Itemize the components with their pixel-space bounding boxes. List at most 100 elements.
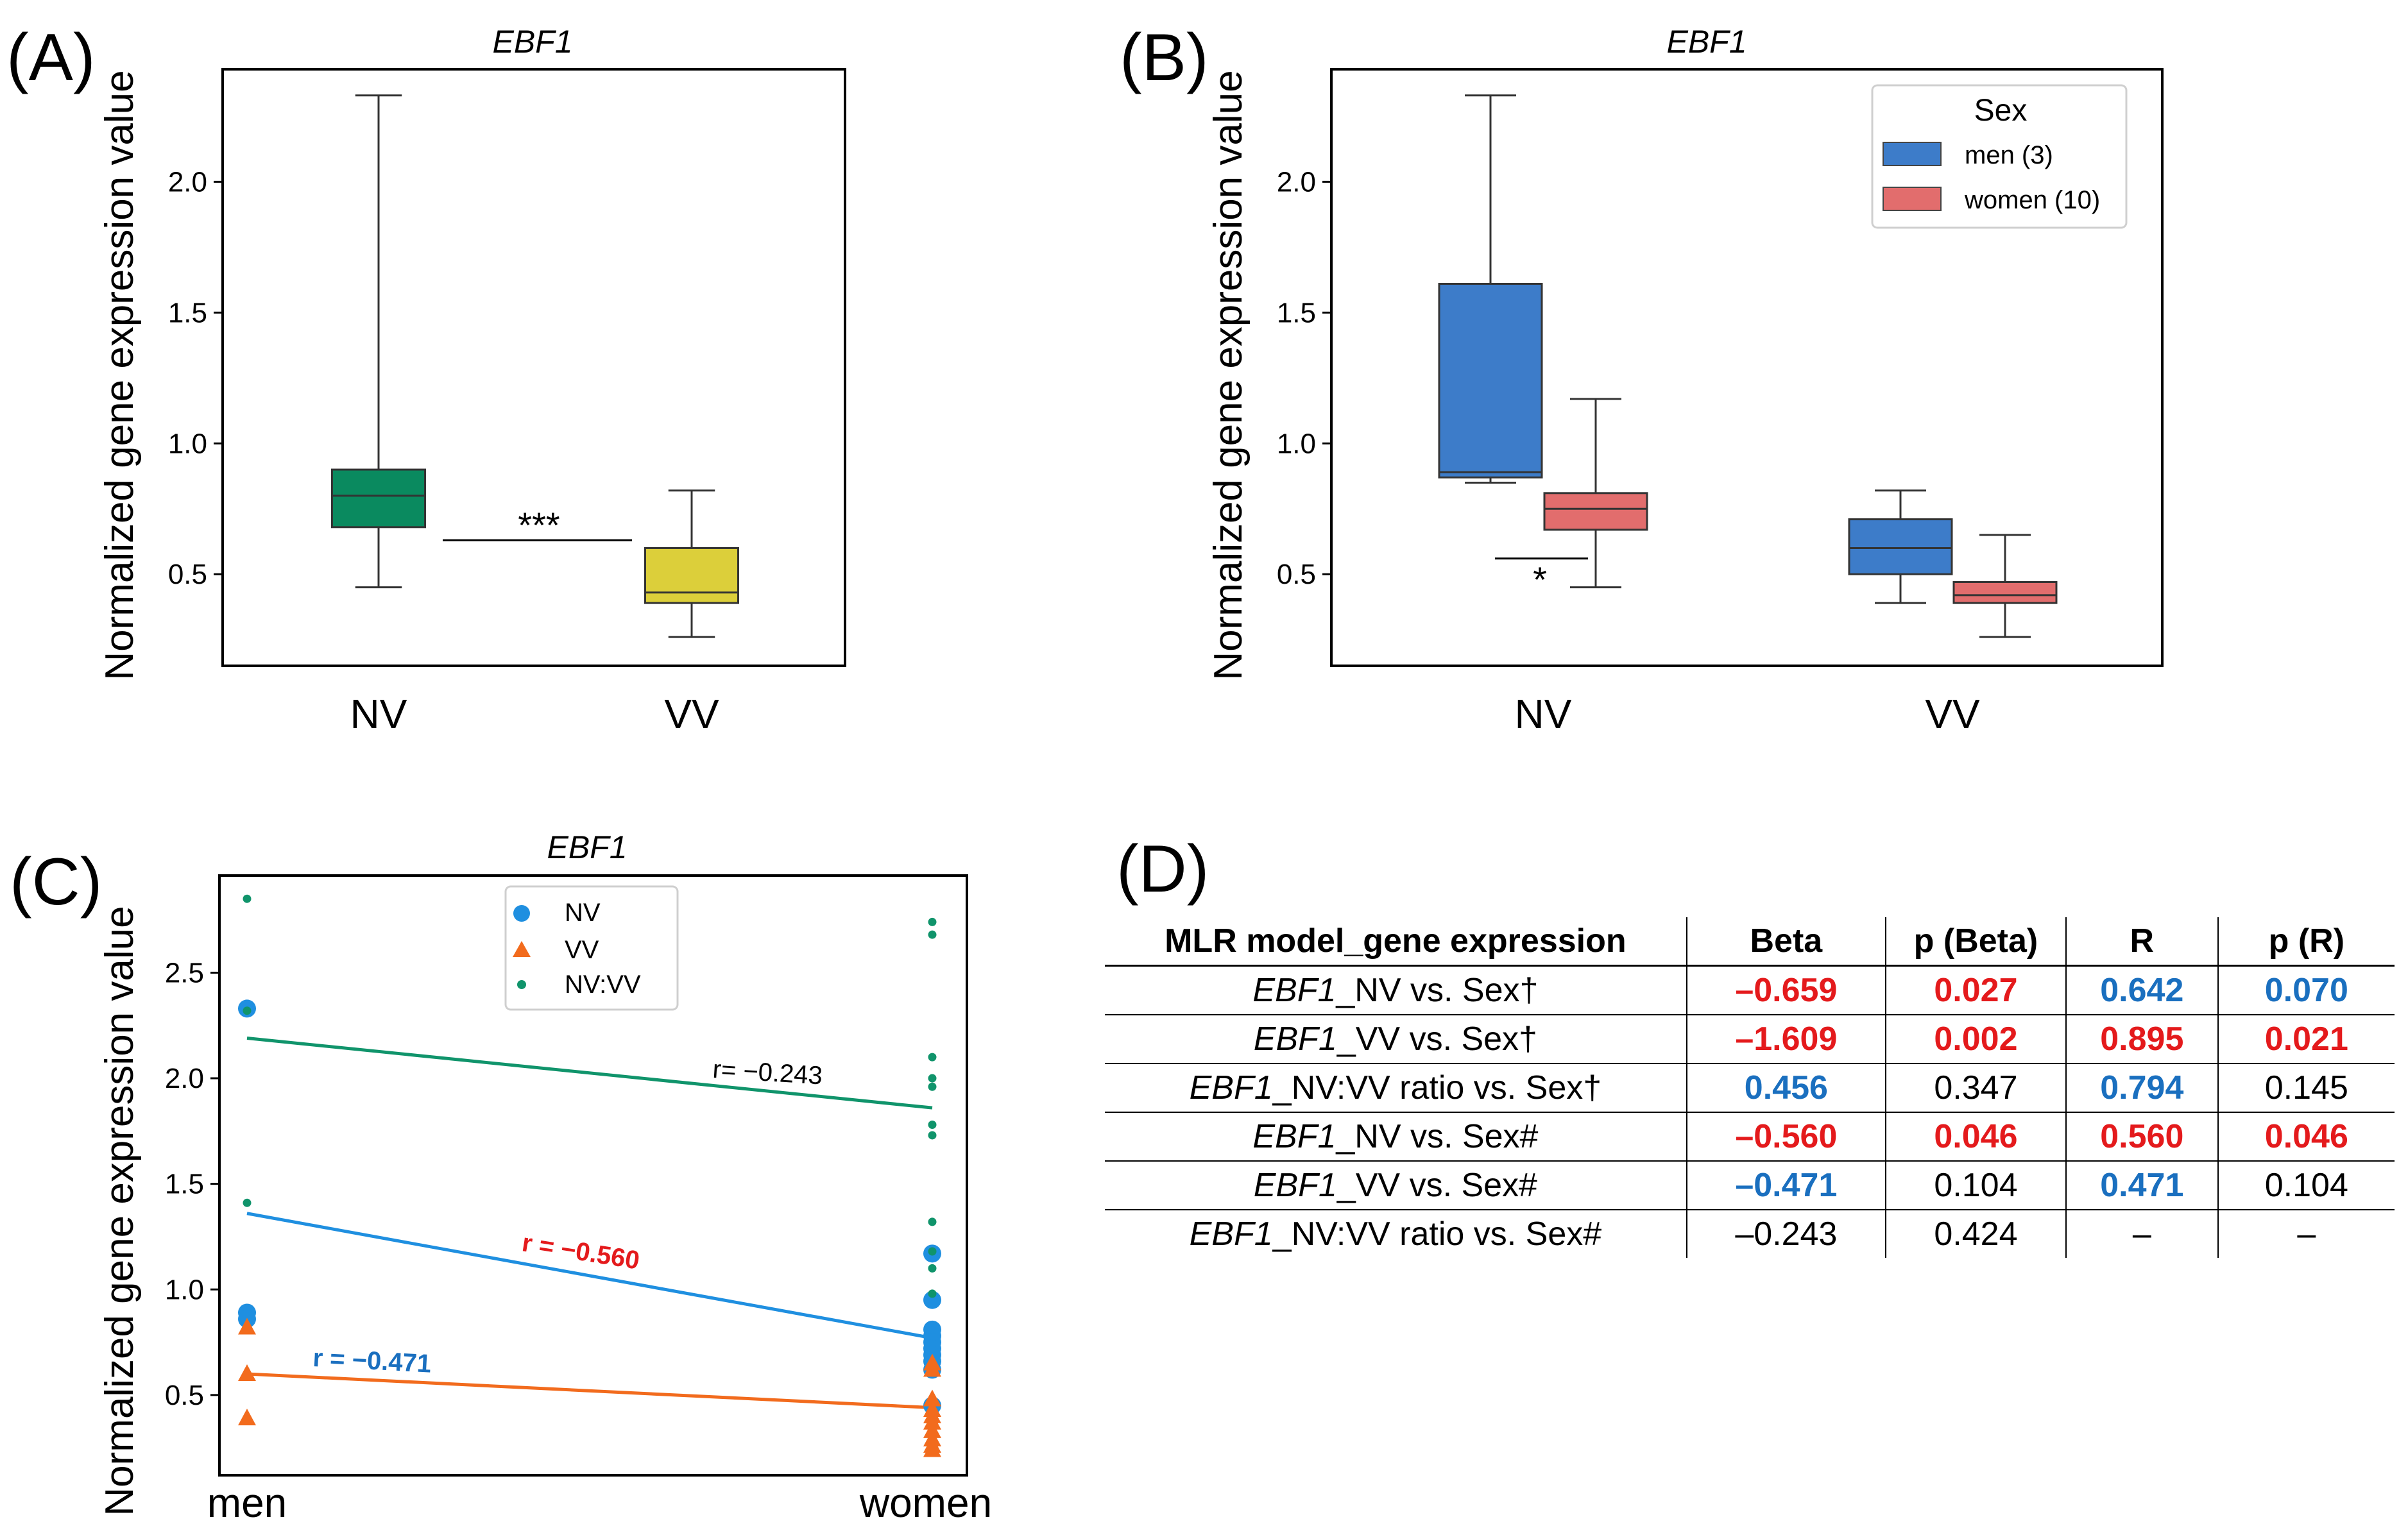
table-header-row: MLR model_gene expression Beta p (Beta) … xyxy=(1105,917,2395,967)
gene-name: EBF1 xyxy=(1253,1021,1337,1058)
r-cell: 0.794 xyxy=(2065,1063,2219,1113)
box-b-vv-men-iqr-box xyxy=(1848,518,1953,575)
panel-a-y-tick-label: 2.0 xyxy=(168,166,207,198)
panel-b-frame xyxy=(1330,68,2164,667)
header-p-r: p (R) xyxy=(2217,917,2395,967)
point-vv-men xyxy=(238,1409,256,1426)
legend-marker-ratio xyxy=(517,980,526,989)
header-model: MLR model_gene expression xyxy=(1105,917,1687,967)
point-vv-women xyxy=(923,1360,941,1377)
gene-name: EBF1 xyxy=(1189,1069,1273,1106)
model-label: _NV:VV ratio vs. Sex# xyxy=(1272,1215,1602,1253)
point-ratio-women xyxy=(928,1131,937,1140)
panel-a-y-tick-label: 1.5 xyxy=(168,297,207,328)
point-vv-women xyxy=(923,1440,941,1457)
p-r-cell: 0.070 xyxy=(2217,965,2395,1015)
beta-cell: –1.609 xyxy=(1686,1015,1886,1064)
beta-cell: –0.659 xyxy=(1686,965,1886,1015)
model-cell: EBF1_VV vs. Sex# xyxy=(1105,1161,1687,1210)
model-label: _VV vs. Sex# xyxy=(1336,1167,1537,1204)
point-ratio-women xyxy=(928,1053,937,1062)
p-beta-cell: 0.046 xyxy=(1885,1112,2067,1162)
r-cell: – xyxy=(2065,1210,2219,1258)
legend-label-vv: VV xyxy=(565,936,599,964)
table-row: EBF1_NV:VV ratio vs. Sex† 0.456 0.347 0.794… xyxy=(1105,1063,2395,1113)
p-beta-cell: 0.104 xyxy=(1885,1161,2067,1210)
panel-label-c: (C) xyxy=(10,845,102,919)
point-ratio-men xyxy=(243,1198,252,1207)
p-beta-cell: 0.002 xyxy=(1885,1015,2067,1064)
r-label-vv: r = −0.471 xyxy=(312,1344,432,1378)
r-label-nv: r = −0.560 xyxy=(520,1228,642,1275)
r-cell: 0.560 xyxy=(2065,1112,2219,1162)
panel-label-a: (A) xyxy=(6,21,96,95)
panel-c-frame xyxy=(218,874,968,1477)
panel-label-b: (B) xyxy=(1120,21,1209,95)
point-ratio-men xyxy=(243,894,252,903)
model-cell: EBF1_NV vs. Sex† xyxy=(1105,965,1687,1015)
point-ratio-women xyxy=(928,1120,937,1129)
box-a-vv-iqr-box xyxy=(644,546,739,604)
point-ratio-women xyxy=(928,1247,937,1256)
box-b-vv-men xyxy=(1848,489,1953,604)
model-label: _NV vs. Sex# xyxy=(1336,1118,1539,1155)
model-cell: EBF1_NV:VV ratio vs. Sex# xyxy=(1105,1210,1687,1258)
box-a-nv-iqr-box xyxy=(331,468,426,529)
fit-line-nv xyxy=(246,1212,933,1340)
r-cell: 0.471 xyxy=(2065,1161,2219,1210)
point-ratio-women xyxy=(928,1264,937,1273)
model-label: _NV vs. Sex† xyxy=(1336,972,1539,1009)
panel-a-x-tick-vv: VV xyxy=(664,691,719,737)
panel-a-x-tick-nv: NV xyxy=(350,691,407,737)
legend-swatch-women xyxy=(1883,187,1942,211)
panel-c-y-tick-label: 1.0 xyxy=(165,1274,204,1305)
legend-frame xyxy=(504,885,679,1011)
point-ratio-women xyxy=(928,917,937,926)
point-ratio-women xyxy=(928,930,937,939)
p-r-cell: – xyxy=(2297,1215,2316,1253)
box-b-nv-women xyxy=(1543,398,1648,589)
panel-c-y-tick-label: 0.5 xyxy=(165,1380,204,1411)
point-ratio-women xyxy=(928,1074,937,1083)
panel-a-y-axis-label: Normalized gene expression value xyxy=(98,70,142,680)
legend-label-women: women (10) xyxy=(1964,186,2100,214)
box-b-vv-women-iqr-box xyxy=(1952,580,2058,604)
panel-label-d: (D) xyxy=(1116,832,1209,906)
box-a-vv xyxy=(644,489,739,638)
panel-b-title: EBF1 xyxy=(1666,24,1746,60)
table-row: EBF1_NV:VV ratio vs. Sex# –0.243 0.424– – xyxy=(1105,1210,2395,1258)
box-b-nv-men-iqr-box xyxy=(1438,282,1543,479)
box-a-nv xyxy=(331,94,426,589)
gene-name: EBF1 xyxy=(1253,1167,1337,1204)
table-row: EBF1_VV vs. Sex# –0.471 0.104 0.471 0.104 xyxy=(1105,1161,2395,1210)
panel-c-y-tick-label: 2.0 xyxy=(165,1063,204,1094)
significance-stars-a: *** xyxy=(518,505,559,545)
point-nv-women xyxy=(923,1291,941,1309)
model-cell: EBF1_VV vs. Sex† xyxy=(1105,1015,1687,1064)
panel-c-title: EBF1 xyxy=(547,829,627,865)
r-cell: 0.642 xyxy=(2065,965,2219,1015)
model-label: _VV vs. Sex† xyxy=(1336,1021,1537,1058)
point-vv-men xyxy=(238,1364,256,1381)
model-cell: EBF1_NV:VV ratio vs. Sex† xyxy=(1105,1063,1687,1113)
box-b-vv-women xyxy=(1952,534,2058,638)
point-vv-women xyxy=(923,1421,941,1438)
r-label-ratio: r= −0.243 xyxy=(712,1055,823,1090)
panel-b-legend: Sex men (3) women (10) xyxy=(1871,84,2128,229)
panel-b-y-tick-label: 1.5 xyxy=(1277,297,1316,328)
r-cell: 0.895 xyxy=(2065,1015,2219,1064)
panel-c-y-tick-label: 1.5 xyxy=(165,1169,204,1200)
legend-marker-nv xyxy=(513,905,530,922)
header-beta: Beta xyxy=(1686,917,1886,967)
panel-c-x-tick-men: men xyxy=(207,1480,287,1526)
panel-b-y-axis-label: Normalized gene expression value xyxy=(1206,70,1251,680)
point-ratio-women xyxy=(928,1217,937,1226)
point-vv-women xyxy=(923,1389,941,1407)
header-p-beta: p (Beta) xyxy=(1885,917,2067,967)
model-label: _NV:VV ratio vs. Sex† xyxy=(1272,1069,1602,1106)
point-vv-men xyxy=(238,1317,256,1335)
panel-b-x-tick-vv: VV xyxy=(1925,691,1980,737)
beta-cell: –0.471 xyxy=(1686,1161,1886,1210)
point-ratio-women xyxy=(928,1289,937,1298)
